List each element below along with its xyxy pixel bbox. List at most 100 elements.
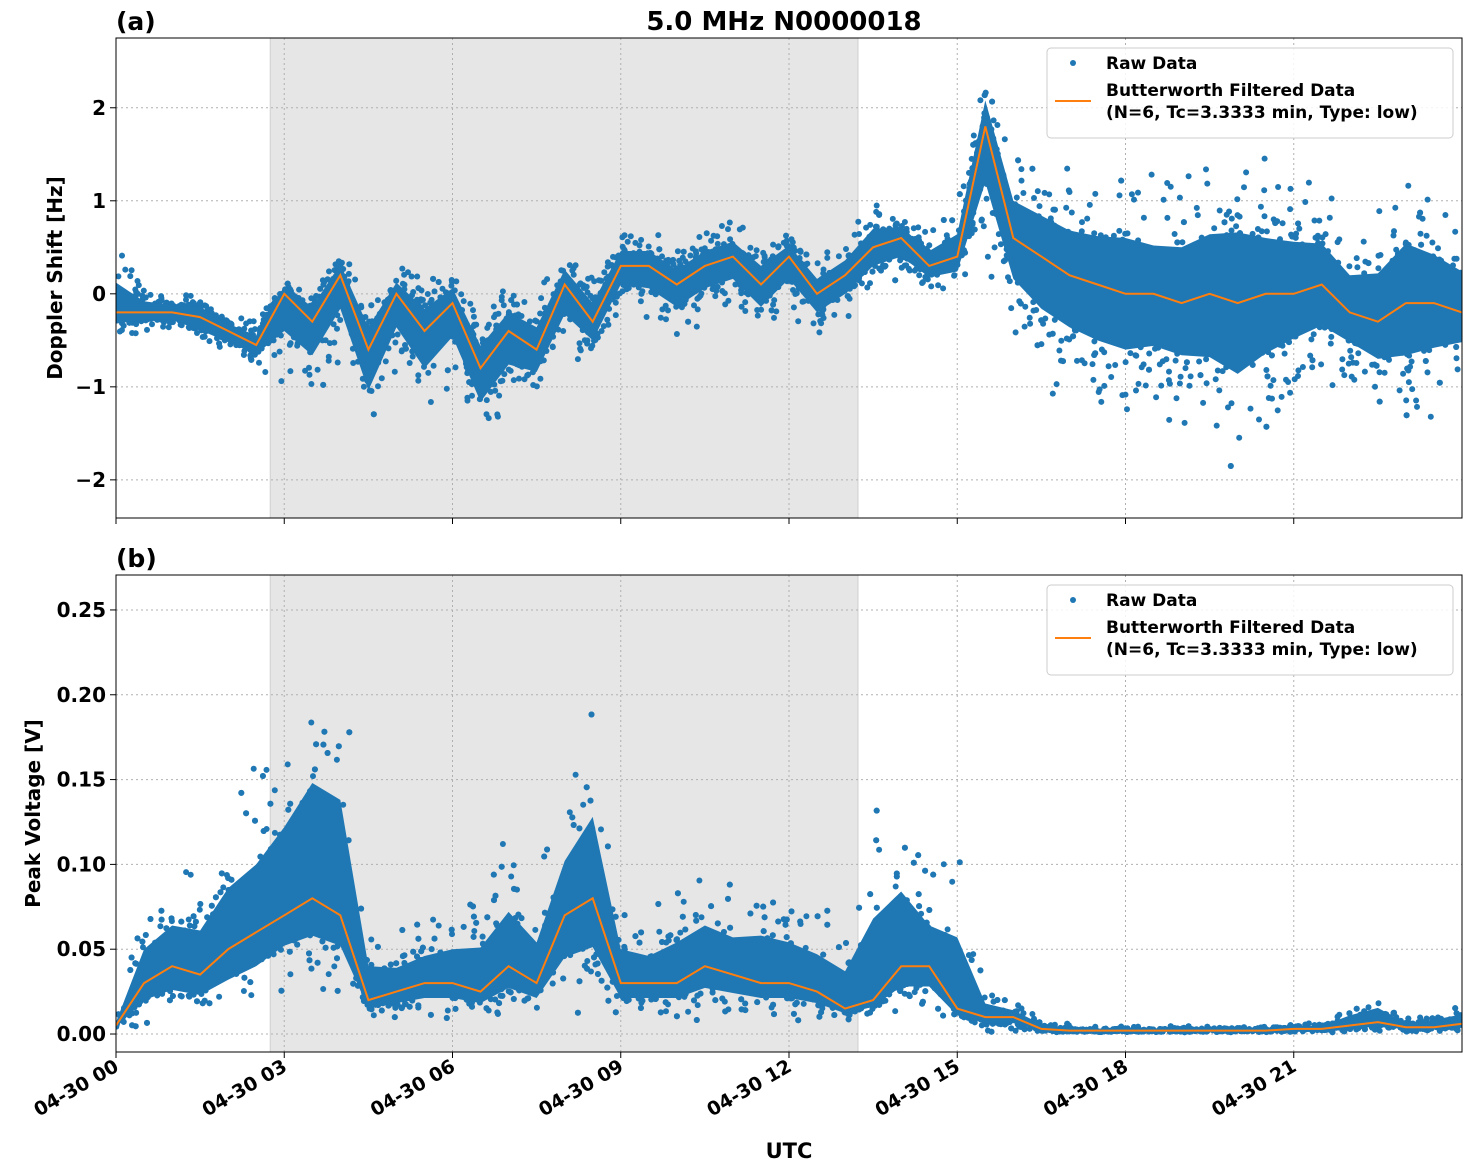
raw-data-point <box>625 239 631 245</box>
raw-data-point <box>951 273 957 279</box>
raw-data-point <box>1141 215 1147 221</box>
raw-data-point <box>1256 417 1262 423</box>
raw-data-point <box>1275 407 1281 413</box>
raw-data-point <box>1237 214 1243 220</box>
raw-data-point <box>401 272 407 278</box>
raw-data-point <box>1213 376 1219 382</box>
raw-data-point <box>352 277 358 283</box>
raw-data-point <box>1117 192 1123 198</box>
raw-data-point <box>696 234 702 240</box>
legend-raw-label: Raw Data <box>1106 54 1197 74</box>
raw-data-point <box>856 231 862 237</box>
raw-data-point <box>1091 352 1097 358</box>
raw-data-point <box>867 222 873 228</box>
raw-data-point <box>836 253 842 259</box>
raw-data-point <box>392 340 398 346</box>
raw-data-point <box>1056 348 1062 354</box>
raw-data-point <box>962 271 968 277</box>
raw-data-point <box>754 247 760 253</box>
raw-data-point <box>207 338 213 344</box>
raw-data-point <box>1146 367 1152 373</box>
raw-data-point <box>1063 205 1069 211</box>
raw-data-point <box>216 341 222 347</box>
raw-data-point <box>1283 377 1289 383</box>
raw-data-point <box>1296 226 1302 232</box>
raw-data-point <box>320 382 326 388</box>
raw-data-point <box>604 317 610 323</box>
raw-data-point <box>824 249 830 255</box>
raw-data-point <box>1376 208 1382 214</box>
raw-data-point <box>1149 172 1155 178</box>
raw-data-point <box>1374 363 1380 369</box>
raw-data-point <box>1425 369 1431 375</box>
raw-data-point <box>1228 463 1234 469</box>
raw-data-point <box>402 282 408 288</box>
raw-data-point <box>1269 352 1275 358</box>
raw-data-point <box>392 369 398 375</box>
raw-data-point <box>644 314 650 320</box>
raw-data-point <box>1306 180 1312 186</box>
raw-data-point <box>843 246 849 252</box>
raw-data-point <box>575 356 581 362</box>
raw-data-point <box>754 307 760 313</box>
raw-data-point <box>393 278 399 284</box>
raw-data-point <box>1330 382 1336 388</box>
raw-data-point <box>537 376 543 382</box>
raw-data-point <box>1372 384 1378 390</box>
raw-data-point <box>1082 360 1088 366</box>
raw-data-point <box>1377 369 1383 375</box>
raw-data-point <box>803 252 809 258</box>
raw-data-point <box>1052 207 1058 213</box>
raw-data-point <box>127 273 133 279</box>
raw-data-point <box>1354 264 1360 270</box>
raw-data-point <box>251 318 257 324</box>
raw-data-point <box>902 263 908 269</box>
raw-data-point <box>867 280 873 286</box>
raw-data-point <box>133 289 139 295</box>
raw-data-point <box>532 318 538 324</box>
raw-data-point <box>141 288 147 294</box>
raw-data-point <box>1424 233 1430 239</box>
raw-data-point <box>699 247 705 253</box>
raw-data-point <box>638 298 644 304</box>
raw-data-point <box>1042 190 1048 196</box>
raw-data-point <box>1153 394 1159 400</box>
raw-data-point <box>1090 377 1096 383</box>
raw-data-point <box>1319 235 1325 241</box>
raw-data-point <box>798 249 804 255</box>
raw-data-point <box>663 316 669 322</box>
raw-data-point <box>1248 406 1254 412</box>
raw-data-point <box>1417 210 1423 216</box>
raw-data-point <box>1382 370 1388 376</box>
raw-data-point <box>755 313 761 319</box>
raw-data-point <box>1092 191 1098 197</box>
raw-data-point <box>1264 228 1270 234</box>
raw-data-point <box>580 282 586 288</box>
raw-data-point <box>719 223 725 229</box>
raw-data-point <box>1347 348 1353 354</box>
raw-data-point <box>892 277 898 283</box>
raw-data-point <box>1413 398 1419 404</box>
raw-data-point <box>1386 357 1392 363</box>
raw-data-point <box>469 393 475 399</box>
raw-data-point <box>1035 188 1041 194</box>
raw-data-point <box>1186 173 1192 179</box>
raw-data-point <box>1391 233 1397 239</box>
raw-data-point <box>1339 367 1345 373</box>
raw-data-point <box>1179 239 1185 245</box>
raw-data-point <box>1168 184 1174 190</box>
raw-data-point <box>121 323 127 329</box>
raw-data-point <box>646 244 652 250</box>
raw-data-point <box>1177 381 1183 387</box>
raw-data-point <box>715 241 721 247</box>
raw-data-point <box>1406 379 1412 385</box>
raw-data-point <box>1261 187 1267 193</box>
raw-data-point <box>241 352 247 358</box>
raw-data-point <box>656 246 662 252</box>
raw-data-point <box>119 253 125 259</box>
raw-data-point <box>183 292 189 298</box>
raw-data-point <box>1377 399 1383 405</box>
raw-data-point <box>516 376 522 382</box>
